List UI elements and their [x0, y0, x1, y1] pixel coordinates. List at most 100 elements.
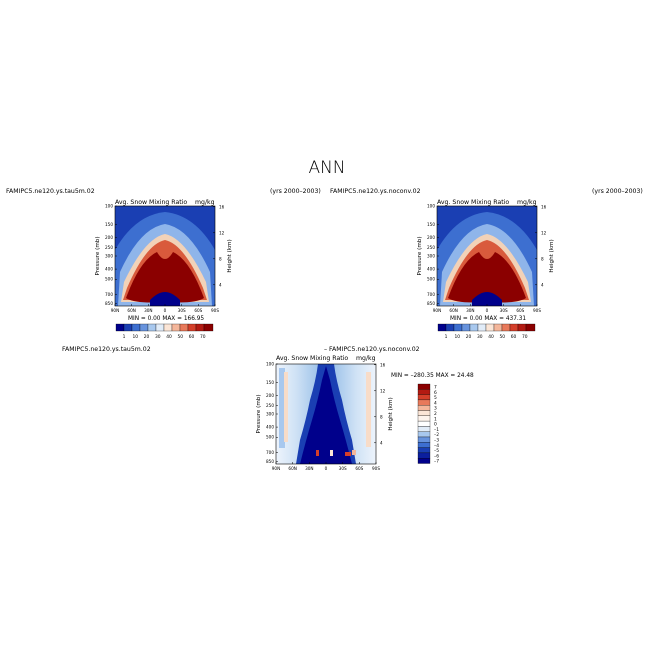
case-name-top-right: FAMIPC5.ne120.ys.noconv.02	[330, 188, 421, 195]
y-right-tick-label-bottom: 4	[380, 440, 383, 445]
y-tick-label-bottom: 500	[266, 435, 274, 440]
colorbar-label-bottom: 0	[434, 422, 437, 428]
x-tick-label-top-left: 90N	[111, 308, 119, 313]
y-axis-right-title-top-right: Height (km)	[549, 239, 555, 272]
y-right-tick-label-bottom: 16	[380, 362, 386, 367]
y-tick-label-top-right: 400	[427, 267, 435, 272]
axis-labels-layer: 90N 60N 30N 0 30S 60S 90S100150200250300400500…	[95, 204, 555, 472]
x-tick-label-bottom: 30N	[305, 466, 313, 471]
y-tick-label-bottom: 200	[266, 393, 274, 398]
y-tick-label-top-right: 300	[427, 254, 435, 259]
x-tick-label-top-left: 60S	[194, 308, 202, 313]
colorbar-label-top-left: 30	[155, 334, 161, 340]
field-title-bottom: Avg. Snow Mixing Ratio	[276, 355, 348, 362]
y-tick-label-bottom: 150	[266, 380, 274, 385]
colorbar-label-bottom: –5	[434, 448, 439, 454]
x-tick-label-bottom: 0	[325, 466, 328, 471]
y-tick-label-top-right: 200	[427, 235, 435, 240]
x-tick-label-top-right: 90N	[433, 308, 441, 313]
y-right-tick-label-bottom: 12	[380, 388, 386, 393]
y-tick-label-top-left: 400	[105, 267, 113, 272]
x-tick-label-top-right: 60S	[516, 308, 524, 313]
x-tick-label-bottom: 90S	[372, 466, 380, 471]
y-tick-label-bottom: 300	[266, 412, 274, 417]
colorbar-label-bottom: 6	[434, 390, 437, 396]
stats-bottom: MIN = –280.35 MAX = 24.48	[391, 373, 474, 379]
colorbar-label-top-left: 70	[200, 334, 206, 340]
x-tick-label-bottom: 60S	[355, 466, 363, 471]
y-tick-label-top-left: 500	[105, 277, 113, 282]
y-axis-title-bottom: Pressure (mb)	[256, 394, 262, 433]
case-name-top-left: FAMIPC5.ne120.ys.tau5m.02	[6, 188, 95, 195]
page-title: ANN	[308, 158, 346, 178]
y-axis-title-top-left: Pressure (mb)	[95, 236, 101, 275]
stats-top-left: MIN = 0.00 MAX = 166.95	[128, 316, 204, 322]
case-name-bottom-left: FAMIPC5.ne120.ys.tau5m.02	[62, 346, 151, 353]
colorbar-label-top-right: 1	[445, 334, 448, 340]
colorbar-label-top-left: 60	[189, 334, 195, 340]
colorbar-label-bottom: 7	[434, 385, 437, 391]
x-tick-label-top-right: 60N	[449, 308, 457, 313]
y-tick-label-bottom: 700	[266, 450, 274, 455]
y-right-tick-label-top-right: 8	[541, 256, 544, 261]
colorbar-label-top-left: 10	[132, 334, 138, 340]
colorbar-label-bottom: –6	[434, 453, 439, 459]
y-right-tick-label-top-left: 4	[219, 282, 222, 287]
plot-area-top-right	[436, 205, 538, 307]
colorbar-top-right	[437, 323, 536, 332]
units-top-right: mg/kg	[517, 199, 537, 206]
colorbar-label-bottom: –1	[434, 427, 439, 433]
y-tick-label-top-right: 150	[427, 222, 435, 227]
y-tick-label-top-right: 100	[427, 204, 435, 209]
colorbar-label-top-right: 40	[488, 334, 494, 340]
x-tick-label-top-left: 90S	[211, 308, 219, 313]
colorbar-label-top-right: 30	[477, 334, 483, 340]
colorbar-label-top-right: 60	[511, 334, 517, 340]
y-axis-right-title-bottom: Height (km)	[388, 397, 394, 430]
x-tick-label-top-right: 0	[486, 308, 489, 313]
y-tick-label-top-left: 150	[105, 222, 113, 227]
field-title-top-right: Avg. Snow Mixing Ratio	[437, 199, 509, 206]
colorbar-label-bottom: 4	[434, 400, 437, 406]
y-tick-label-bottom: 850	[266, 459, 274, 464]
y-tick-label-bottom: 250	[266, 403, 274, 408]
y-tick-label-top-left: 850	[105, 301, 113, 306]
colorbar-label-bottom: 3	[434, 406, 437, 412]
y-tick-label-top-left: 100	[105, 204, 113, 209]
y-right-tick-label-top-right: 16	[541, 204, 547, 209]
colorbar-label-top-left: 20	[144, 334, 150, 340]
years-top-left: (yrs 2000–2003)	[270, 188, 321, 195]
y-tick-label-top-right: 700	[427, 292, 435, 297]
x-tick-label-top-right: 30S	[500, 308, 508, 313]
x-tick-label-bottom: 90N	[272, 466, 280, 471]
panel-bottom: Avg. Snow Mixing Ratio mg/kg MIN = –280.…	[275, 355, 474, 465]
y-right-tick-label-top-right: 4	[541, 282, 544, 287]
colorbar-label-top-left: 40	[166, 334, 172, 340]
y-tick-label-top-left: 200	[105, 235, 113, 240]
panel-top-right: Avg. Snow Mixing Ratio mg/kg MIN = 0.00 …	[436, 199, 538, 332]
plot-area-bottom	[275, 363, 377, 465]
case-name-bottom-right: – FAMIPC5.ne120.ys.noconv.02	[324, 346, 420, 353]
y-tick-label-top-left: 700	[105, 292, 113, 297]
x-tick-label-bottom: 30S	[339, 466, 347, 471]
colorbar-label-bottom: –3	[434, 438, 439, 444]
y-axis-right-title-top-left: Height (km)	[227, 239, 233, 272]
y-right-tick-label-top-right: 12	[541, 230, 547, 235]
plot-area-top-left	[114, 205, 216, 307]
panel-top-left: Avg. Snow Mixing Ratio mg/kg MIN = 0.00 …	[114, 199, 216, 332]
x-tick-label-bottom: 60N	[288, 466, 296, 471]
x-tick-label-top-left: 30N	[144, 308, 152, 313]
colorbar-bottom	[417, 383, 431, 464]
stats-top-right: MIN = 0.00 MAX = 437.31	[450, 316, 526, 322]
x-tick-label-top-left: 30S	[178, 308, 186, 313]
y-right-tick-label-top-left: 8	[219, 256, 222, 261]
colorbar-top-left	[115, 323, 214, 332]
colorbar-label-top-right: 70	[522, 334, 528, 340]
colorbar-label-top-left: 50	[177, 334, 183, 340]
units-top-left: mg/kg	[195, 199, 215, 206]
x-tick-label-top-right: 30N	[466, 308, 474, 313]
y-right-tick-label-bottom: 8	[380, 414, 383, 419]
colorbar-label-top-right: 10	[454, 334, 460, 340]
units-bottom: mg/kg	[356, 355, 376, 362]
